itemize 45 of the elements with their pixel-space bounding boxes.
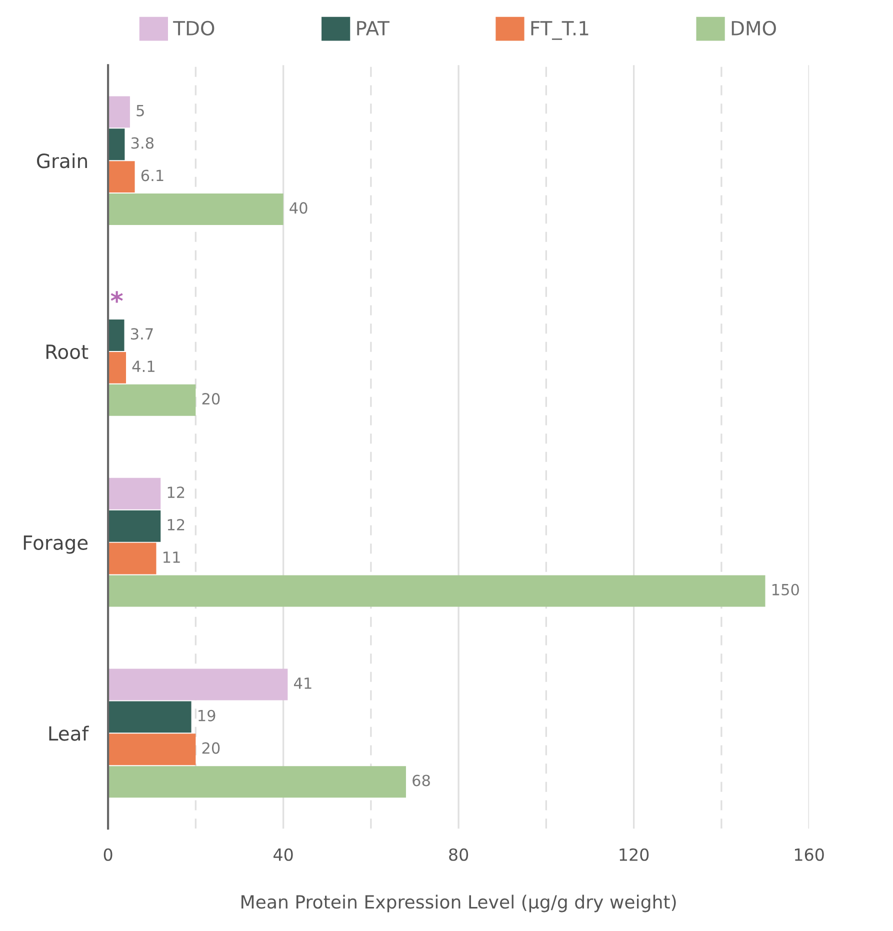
data-label: 3.7 <box>130 328 153 340</box>
x-tick-label: 0 <box>104 848 112 861</box>
bar <box>108 352 126 384</box>
annotation: * <box>110 291 123 303</box>
bar <box>108 384 196 416</box>
y-tick-label: Root <box>46 344 88 360</box>
bar <box>108 194 284 225</box>
bar <box>108 542 156 574</box>
bar <box>108 766 406 798</box>
x-tick-label: 80 <box>449 848 468 861</box>
data-label: 150 <box>772 584 799 596</box>
legend-label: TDO <box>173 20 214 36</box>
data-label: 68 <box>412 774 430 786</box>
bar <box>108 575 766 607</box>
y-tick-label: Grain <box>37 153 87 168</box>
data-label: 11 <box>163 552 180 563</box>
bar <box>108 319 124 351</box>
y-tick-label: Forage <box>24 536 88 554</box>
x-tick-label: 160 <box>794 848 824 861</box>
data-label: 12 <box>168 486 184 498</box>
x-axis-title: Mean Protein Expression Level (µg/g dry weight) <box>242 894 676 912</box>
bar <box>108 701 192 733</box>
data-label: 12 <box>168 518 184 530</box>
data-label: 20 <box>202 392 220 405</box>
legend-label: FT_T.1 <box>531 21 588 40</box>
bar <box>108 96 130 128</box>
y-tick-label: Leaf <box>49 726 89 741</box>
legend-label: DMO <box>732 20 776 36</box>
bar <box>108 734 196 766</box>
bar <box>108 128 125 160</box>
legend-label: PAT <box>357 21 390 36</box>
data-label: 20 <box>202 742 220 754</box>
data-label: 41 <box>294 678 312 689</box>
data-label: 40 <box>290 202 308 214</box>
bar <box>108 478 161 510</box>
data-label: 5 <box>136 105 144 116</box>
data-label: 3.8 <box>131 137 154 149</box>
bar <box>108 668 288 700</box>
x-tick-label: 120 <box>620 848 649 861</box>
bar <box>108 161 135 193</box>
data-label: 6.1 <box>141 170 164 182</box>
data-label: 4.1 <box>132 360 154 372</box>
bar <box>108 510 161 542</box>
x-tick-label: 40 <box>274 848 293 861</box>
data-label: 19 <box>198 710 216 722</box>
